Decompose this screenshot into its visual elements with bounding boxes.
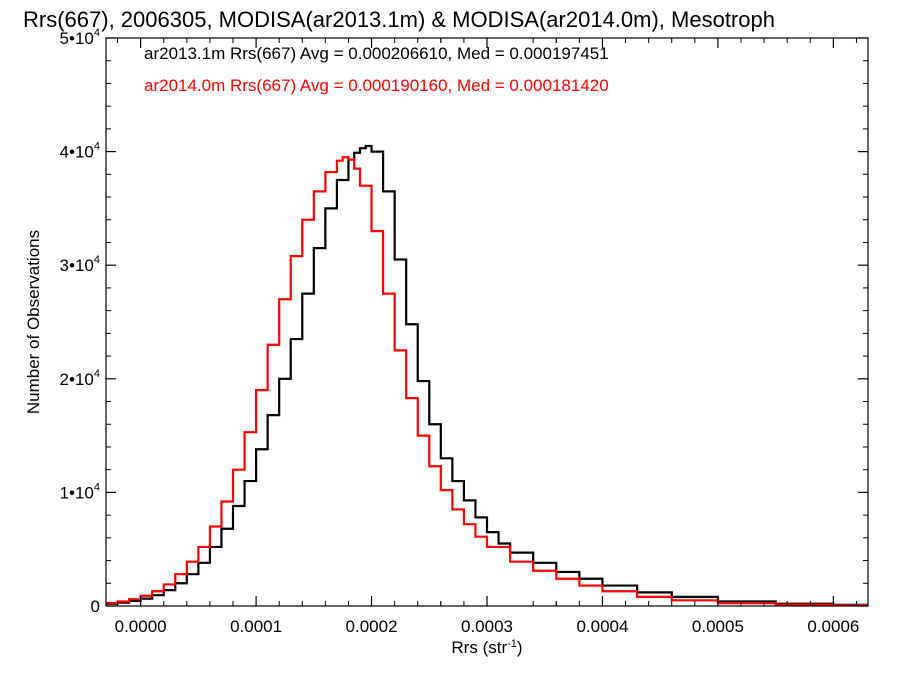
- x-tick-label: 0.0001: [230, 617, 282, 636]
- y-tick-label: 3•104: [60, 254, 100, 275]
- x-axis-label: Rrs (str-1): [451, 638, 522, 657]
- x-tick-label: 0.0003: [461, 617, 513, 636]
- x-tick-label: 0.0006: [807, 617, 859, 636]
- x-tick-label: 0.0005: [692, 617, 744, 636]
- legend: ar2013.1m Rrs(667) Avg = 0.000206610, Me…: [144, 44, 609, 95]
- x-tick-label: 0.0004: [576, 617, 628, 636]
- y-tick-label: 0: [91, 597, 100, 616]
- y-axis: 0 1•104 2•104 3•104 4•104 5•104: [60, 27, 868, 616]
- y-axis-label: Number of Observations: [24, 230, 43, 414]
- series-line-0: [106, 144, 868, 606]
- series-line-1: [106, 156, 868, 606]
- legend-entry-ar2013: ar2013.1m Rrs(667) Avg = 0.000206610, Me…: [144, 44, 609, 63]
- x-tick-label: 0.0000: [115, 617, 167, 636]
- y-tick-label: 4•104: [60, 141, 100, 162]
- chart-title: Rrs(667), 2006305, MODISA(ar2013.1m) & M…: [23, 7, 775, 32]
- legend-entry-ar2014: ar2014.0m Rrs(667) Avg = 0.000190160, Me…: [144, 76, 609, 95]
- series-layer: [106, 144, 868, 606]
- x-axis: 0.0000 0.0001 0.0002 0.0003 0.0004 0.0005 0.00…: [115, 38, 859, 636]
- y-tick-label: 2•104: [60, 368, 100, 389]
- y-tick-label: 1•104: [60, 481, 100, 502]
- y-tick-label: 5•104: [60, 27, 100, 48]
- x-tick-label: 0.0002: [346, 617, 398, 636]
